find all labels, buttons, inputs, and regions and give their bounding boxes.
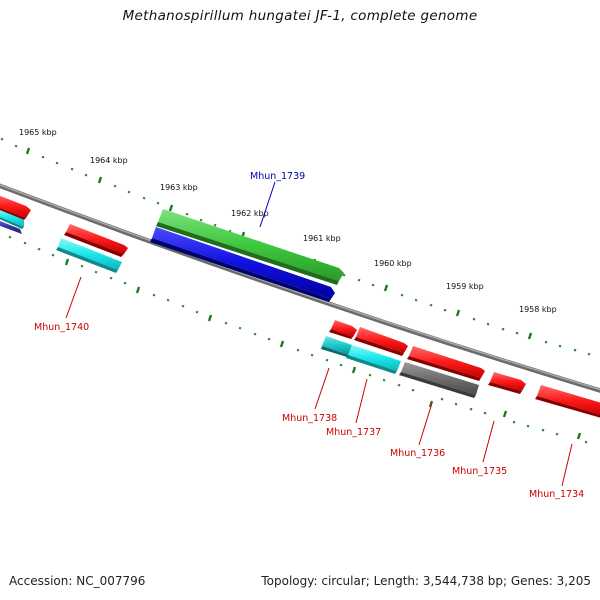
callout-line-mhun-1734	[561, 443, 573, 487]
gene-mhun-1737-plus[interactable]	[354, 327, 408, 356]
gene-blue-minus[interactable]	[150, 227, 335, 302]
gene-left-navy-partial[interactable]	[0, 219, 22, 234]
topology-label: Topology: circular; Length: 3,544,738 bp…	[261, 574, 591, 588]
inner-ruler-ring	[8, 235, 588, 444]
callout-line-mhun-1735	[482, 420, 495, 463]
ruler-label-1961: 1961 kbp	[303, 234, 341, 243]
gene-left-cyan-partial[interactable]	[0, 208, 24, 229]
gene-label-mhun-1737[interactable]: Mhun_1737	[326, 427, 381, 438]
gene-label-mhun-1736[interactable]: Mhun_1736	[390, 448, 445, 459]
ruler-label-1959: 1959 kbp	[446, 282, 484, 291]
gene-mhun-1736[interactable]	[399, 362, 479, 398]
gene-label-mhun-1735[interactable]: Mhun_1735	[452, 466, 507, 477]
ruler-label-1963: 1963 kbp	[160, 183, 198, 192]
callout-line-mhun-1736	[418, 402, 433, 446]
accession-label: Accession: NC_007796	[9, 574, 146, 588]
gene-mhun-1738-plus[interactable]	[329, 320, 357, 339]
gene-label-mhun-1739[interactable]: Mhun_1739	[250, 171, 305, 182]
genome-backbone	[0, 183, 600, 393]
ruler-label-1958: 1958 kbp	[519, 305, 557, 314]
gene-mhun-1737[interactable]	[346, 345, 401, 374]
callout-line-mhun-1737	[355, 378, 368, 424]
gene-mhun-1734[interactable]	[535, 385, 600, 419]
gene-mhun-1738[interactable]	[321, 336, 352, 357]
inner-ruler-major-ticks	[64, 258, 582, 440]
callout-lines	[65, 181, 573, 487]
gene-left-red-partial[interactable]	[0, 194, 31, 220]
callout-line-mhun-1740	[65, 276, 82, 319]
gene-mhun-1739[interactable]	[156, 209, 344, 285]
ruler-label-1962: 1962 kbp	[231, 209, 269, 218]
callout-line-mhun-1739	[259, 181, 276, 228]
gene-mhun-1740[interactable]	[56, 238, 122, 273]
map-title: Methanospirillum hungatei JF-1, complete…	[122, 8, 478, 24]
ruler-label-1964: 1964 kbp	[90, 156, 128, 165]
genome-backbone-highlight	[0, 184, 600, 391]
gene-mhun-1735[interactable]	[488, 372, 526, 394]
gene-label-mhun-1740[interactable]: Mhun_1740	[34, 322, 89, 333]
gene-label-mhun-1738[interactable]: Mhun_1738	[282, 413, 337, 424]
ruler-label-1965: 1965 kbp	[19, 128, 57, 137]
gene-mhun-1736-plus[interactable]	[407, 346, 485, 381]
gene-mhun-1740-plus[interactable]	[64, 224, 128, 257]
gene-label-mhun-1734[interactable]: Mhun_1734	[529, 489, 584, 500]
gene-labels: Mhun_1739 Mhun_1740 Mhun_1738 Mhun_1737 …	[34, 171, 584, 500]
callout-line-mhun-1738	[314, 367, 330, 410]
ruler-labels: 1965 kbp 1964 kbp 1963 kbp 1962 kbp 1961…	[19, 128, 557, 314]
ruler-label-1960: 1960 kbp	[374, 259, 412, 268]
